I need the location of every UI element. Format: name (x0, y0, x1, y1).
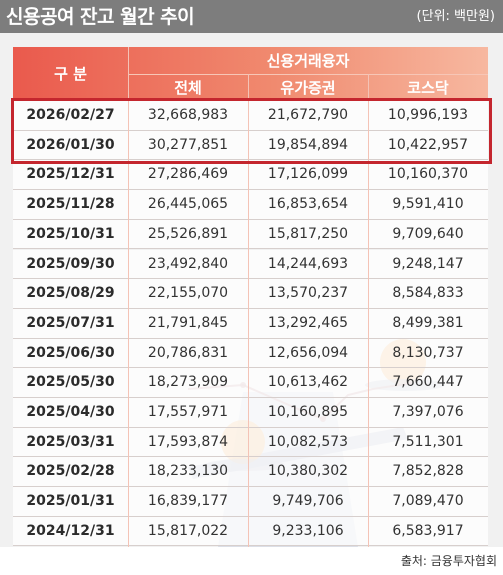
row-kospi: 17,126,099 (267, 166, 349, 183)
row-total: 17,593,874 (147, 433, 229, 450)
header-total: 전체 (174, 79, 202, 97)
row-date: 2025/03/31 (26, 433, 115, 450)
row-kosdaq: 6,583,917 (392, 522, 464, 539)
row-kospi: 15,817,250 (267, 225, 349, 242)
row-date: 2025/08/29 (26, 285, 115, 302)
row-date: 2025/09/30 (26, 255, 115, 272)
row-kospi: 12,656,094 (267, 344, 349, 361)
table-row: 2025/12/31 27,286,469 17,126,099 10,160,370 (13, 160, 488, 191)
row-date: 2024/12/31 (26, 522, 115, 539)
row-kosdaq: 7,397,076 (392, 404, 464, 420)
row-kosdaq: 7,660,447 (392, 374, 464, 391)
row-kosdaq: 7,511,301 (392, 433, 464, 450)
row-total: 25,526,891 (147, 225, 229, 242)
table-row: 2025/05/30 18,273,909 10,613,462 7,660,447 (13, 368, 488, 398)
row-date: 2025/02/28 (26, 463, 115, 480)
table-row: 2025/07/31 21,791,845 13,292,465 8,499,381 (13, 308, 488, 339)
column-divider (128, 47, 129, 547)
row-total: 30,277,851 (147, 136, 229, 153)
row-total: 21,791,845 (147, 314, 229, 331)
row-kosdaq: 9,248,147 (392, 255, 464, 272)
row-date: 2025/05/30 (26, 374, 115, 391)
row-total: 22,155,070 (147, 285, 229, 302)
row-date: 2026/01/30 (26, 136, 115, 153)
page-title: 신용공여 잔고 월간 추이 (6, 6, 195, 28)
content-panel: 구 분 신용거래융자 전체 유가증권 코스닥 2026/02/27 32,668,… (0, 33, 503, 547)
row-total: 20,786,831 (147, 344, 229, 361)
row-date: 2025/11/28 (26, 196, 115, 213)
row-total: 23,492,840 (147, 255, 229, 272)
row-date: 2025/07/31 (26, 314, 115, 331)
row-kosdaq: 7,852,828 (392, 463, 464, 480)
table-row: 2025/06/30 20,786,831 12,656,094 8,130,737 (13, 338, 488, 369)
row-kosdaq: 10,160,370 (387, 166, 469, 183)
source-note: 출처: 금융투자협회 (400, 554, 497, 568)
row-kospi: 10,613,462 (267, 374, 349, 391)
row-kospi: 9,233,106 (272, 522, 344, 539)
column-divider (368, 74, 369, 547)
row-kospi: 21,672,790 (267, 107, 349, 123)
row-date: 2025/04/30 (26, 404, 115, 420)
table-row: 2025/11/28 26,445,065 16,853,654 9,591,410 (13, 190, 488, 220)
row-kospi: 9,749,706 (272, 493, 344, 510)
row-total: 17,557,971 (147, 404, 229, 420)
row-kospi: 14,244,693 (267, 255, 349, 272)
header-kospi: 유가증권 (280, 79, 336, 97)
row-kospi: 10,082,573 (267, 433, 349, 450)
row-total: 16,839,177 (147, 493, 229, 510)
row-kosdaq: 8,130,737 (392, 344, 464, 361)
table-row: 2024/12/31 15,817,022 9,233,106 6,583,917 (13, 516, 488, 547)
table-row: 2025/02/28 18,233,130 10,380,302 7,852,828 (13, 457, 488, 488)
title-bar: 신용공여 잔고 월간 추이 (단위: 백만원) (0, 0, 503, 33)
row-kosdaq: 9,591,410 (392, 196, 464, 213)
header-category: 구 분 (54, 65, 87, 83)
unit-label: (단위: 백만원) (416, 9, 495, 24)
row-total: 18,273,909 (147, 374, 229, 391)
row-kosdaq: 10,996,193 (387, 107, 469, 123)
row-kospi: 10,160,895 (267, 404, 349, 420)
row-kospi: 10,380,302 (267, 463, 349, 480)
row-kosdaq: 8,584,833 (392, 285, 464, 302)
header-group-margin-loans: 신용거래융자 (266, 52, 350, 70)
table-row: 2025/01/31 16,839,177 9,749,706 7,089,470 (13, 487, 488, 517)
column-divider (248, 74, 249, 547)
row-total: 26,445,065 (147, 196, 229, 213)
row-kosdaq: 7,089,470 (392, 493, 464, 510)
row-total: 18,233,130 (147, 463, 229, 480)
row-kospi: 16,853,654 (267, 196, 349, 213)
row-total: 27,286,469 (147, 166, 229, 183)
row-date: 2025/12/31 (26, 166, 115, 183)
row-kospi: 13,570,237 (267, 285, 349, 302)
table-row: 2025/04/30 17,557,971 10,160,895 7,397,076 (13, 398, 488, 428)
table-row: 2025/09/30 23,492,840 14,244,693 9,248,147 (13, 249, 488, 280)
row-total: 15,817,022 (147, 522, 229, 539)
row-kosdaq: 9,709,640 (392, 225, 464, 242)
table-row: 2025/10/31 25,526,891 15,817,250 9,709,640 (13, 219, 488, 250)
table-row: 2025/03/31 17,593,874 10,082,573 7,511,301 (13, 427, 488, 458)
row-date: 2025/10/31 (26, 225, 115, 242)
row-date: 2026/02/27 (26, 107, 115, 123)
row-date: 2025/01/31 (26, 493, 115, 510)
header-kosdaq: 코스닥 (407, 79, 449, 97)
table-row: 2025/08/29 22,155,070 13,570,237 8,584,833 (13, 279, 488, 309)
row-kospi: 19,854,894 (267, 136, 349, 153)
row-kosdaq: 10,422,957 (387, 136, 469, 153)
row-kospi: 13,292,465 (267, 314, 349, 331)
header-divider (128, 74, 488, 75)
row-date: 2025/06/30 (26, 344, 115, 361)
table-row: 2026/02/27 32,668,983 21,672,790 10,996,193 (13, 101, 488, 131)
table-row: 2026/01/30 30,277,851 19,854,894 10,422,957 (13, 130, 488, 161)
row-kosdaq: 8,499,381 (392, 314, 464, 331)
row-total: 32,668,983 (147, 107, 229, 123)
